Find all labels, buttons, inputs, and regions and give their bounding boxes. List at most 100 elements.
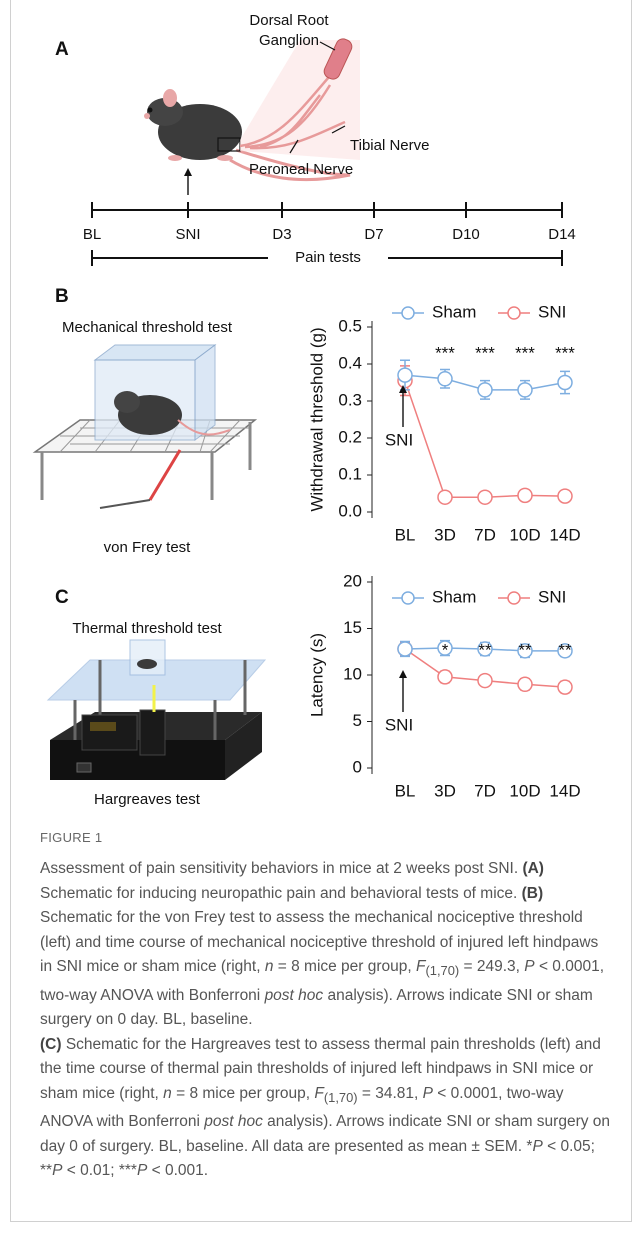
caption: FIGURE 1 Assessment of pain sensitivity …	[40, 830, 612, 1184]
y-axis-label: Withdrawal threshold (g)	[307, 327, 326, 511]
legend-marker	[402, 307, 414, 319]
x-tick-label: 14D	[549, 525, 580, 544]
caption-panel-ref: (C)	[40, 1036, 62, 1053]
caption-symbol: P	[137, 1162, 147, 1179]
x-tick-label: 10D	[509, 781, 540, 800]
illustration-caption: Hargreaves test	[94, 791, 201, 808]
y-tick-label: 0.5	[338, 316, 362, 335]
data-point	[438, 670, 452, 684]
caption-text: Schematic for inducing neuropathic pain …	[40, 885, 522, 902]
illustration-label: Peroneal Nerve	[249, 161, 353, 178]
caption-panel-ref: (B)	[522, 885, 544, 902]
figure: A Dorsal Root Ganglion Tibial Nerve Pero…	[0, 0, 644, 820]
timeline-label: BL	[83, 226, 101, 243]
x-tick-label: 7D	[474, 781, 496, 800]
y-tick-label: 0.1	[338, 464, 362, 483]
data-point	[398, 368, 412, 382]
caption-subscript: (1,70)	[324, 1090, 358, 1105]
significance-label: ***	[515, 343, 535, 362]
caption-text: < 0.01; ***	[62, 1162, 137, 1179]
significance-label: **	[558, 640, 572, 659]
caption-text: = 249.3,	[459, 958, 524, 975]
caption-panel-ref: (A)	[522, 860, 544, 877]
caption-symbol: P	[532, 1138, 542, 1155]
y-tick-label: 0.0	[338, 501, 362, 520]
data-point	[438, 490, 452, 504]
von-frey-illustration	[35, 345, 255, 508]
y-tick-label: 15	[343, 618, 362, 637]
data-point	[438, 372, 452, 386]
timeline-label: D3	[272, 226, 291, 243]
y-tick-label: 10	[343, 664, 362, 683]
y-tick-label: 0.2	[338, 427, 362, 446]
panel-label: A	[55, 39, 69, 60]
data-point	[558, 489, 572, 503]
timeline-label: D14	[548, 226, 576, 243]
series	[398, 360, 572, 399]
caption-text: = 8 mice per group,	[273, 958, 416, 975]
y-axis-label: Latency (s)	[307, 633, 326, 717]
data-point	[518, 488, 532, 502]
y-tick-label: 0.4	[338, 353, 362, 372]
illustration-title: Mechanical threshold test	[62, 319, 233, 336]
significance-label: ***	[475, 343, 495, 362]
significance-label: ***	[435, 343, 455, 362]
caption-subscript: (1,70)	[426, 963, 460, 978]
timeline-label: D7	[364, 226, 383, 243]
caption-symbol: F	[314, 1085, 323, 1102]
annotation-arrowhead	[399, 670, 407, 678]
x-tick-label: BL	[395, 781, 416, 800]
data-point	[478, 383, 492, 397]
caption-text: < 0.001.	[147, 1162, 208, 1179]
data-point	[558, 680, 572, 694]
significance-label: ***	[555, 343, 575, 362]
annotation: SNI	[385, 430, 413, 449]
caption-text: Assessment of pain sensitivity behaviors…	[40, 860, 522, 877]
illustration-caption: von Frey test	[104, 539, 192, 556]
caption-symbol: post hoc	[204, 1113, 263, 1130]
legend-label: Sham	[432, 587, 476, 606]
data-point	[398, 642, 412, 656]
legend-label: SNI	[538, 587, 566, 606]
caption-text: Assessment of pain sensitivity behaviors…	[40, 857, 612, 1184]
caption-symbol: post hoc	[265, 987, 324, 1004]
illustration-label: Ganglion	[259, 32, 319, 49]
x-tick-label: 10D	[509, 525, 540, 544]
data-point	[478, 490, 492, 504]
timeline-label: D10	[452, 226, 480, 243]
significance-label: *	[442, 640, 449, 659]
panel-label: C	[55, 587, 69, 608]
caption-symbol: n	[163, 1085, 172, 1102]
caption-symbol: P	[423, 1085, 433, 1102]
figure-label: FIGURE 1	[40, 830, 612, 845]
x-tick-label: 3D	[434, 525, 456, 544]
illustration-label: Tibial Nerve	[350, 137, 429, 154]
caption-symbol: F	[416, 958, 425, 975]
data-point	[478, 674, 492, 688]
legend-label: Sham	[432, 302, 476, 321]
timeline-label: SNI	[175, 226, 200, 243]
significance-label: **	[518, 640, 532, 659]
y-tick-label: 0.3	[338, 390, 362, 409]
y-tick-label: 5	[353, 711, 362, 730]
caption-symbol: P	[524, 958, 534, 975]
significance-label: **	[478, 640, 492, 659]
data-point	[518, 677, 532, 691]
annotation: SNI	[385, 715, 413, 734]
x-tick-label: BL	[395, 525, 416, 544]
legend-label: SNI	[538, 302, 566, 321]
caption-symbol: P	[52, 1162, 62, 1179]
caption-text: = 34.81,	[358, 1085, 423, 1102]
x-tick-label: 3D	[434, 781, 456, 800]
illustration-label: Dorsal Root	[249, 12, 329, 29]
hargreaves-illustration	[48, 640, 265, 780]
legend-marker	[508, 307, 520, 319]
data-point	[558, 376, 572, 390]
legend-marker	[402, 592, 414, 604]
illustration-title: Thermal threshold test	[72, 620, 222, 637]
data-point	[518, 383, 532, 397]
panel-label: B	[55, 286, 69, 307]
x-tick-label: 14D	[549, 781, 580, 800]
y-tick-label: 20	[343, 571, 362, 590]
timeline-label: Pain tests	[295, 249, 361, 266]
